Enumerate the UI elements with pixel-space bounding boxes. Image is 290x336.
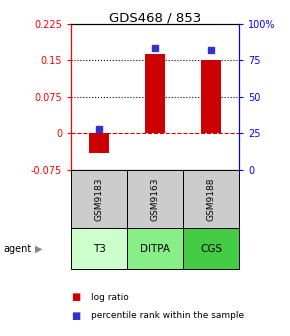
Text: GDS468 / 853: GDS468 / 853 [109,12,201,25]
Bar [201,60,221,133]
Text: log ratio: log ratio [91,293,129,302]
Text: GSM9188: GSM9188 [207,177,216,221]
Text: T3: T3 [93,244,106,254]
Text: agent: agent [3,244,31,254]
Text: ▶: ▶ [35,244,43,254]
Bar [145,54,165,133]
Text: GSM9183: GSM9183 [95,177,104,221]
Text: percentile rank within the sample: percentile rank within the sample [91,311,244,320]
Text: DITPA: DITPA [140,244,170,254]
Bar [89,133,109,153]
Text: ■: ■ [71,292,80,302]
Text: ■: ■ [71,311,80,321]
Text: GSM9163: GSM9163 [151,177,160,221]
Text: CGS: CGS [200,244,222,254]
